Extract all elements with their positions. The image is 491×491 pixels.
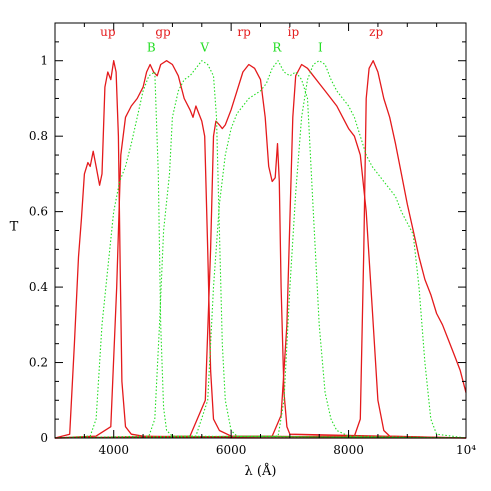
band-label-gp: gp	[155, 25, 171, 39]
y-tick-label: 0.2	[29, 356, 48, 370]
band-label-up: up	[100, 25, 116, 39]
x-axis-title: λ (Å)	[245, 463, 277, 479]
band-label-ip: ip	[288, 25, 300, 39]
curve-johnson-7	[54, 60, 467, 439]
curve-sdss-0	[54, 60, 466, 439]
ticks-layer: 4000 6000 8000 10⁴ 0 0.2 0.4 0.6 0.8 1	[29, 22, 476, 457]
x-tick-label: 10⁴	[456, 443, 476, 457]
y-tick-label: 1	[40, 54, 48, 68]
band-label-i: I	[318, 40, 323, 54]
band-label-rp: rp	[237, 25, 251, 39]
curve-sdss-2	[54, 63, 467, 439]
curve-sdss-1	[54, 60, 467, 439]
curve-johnson-8	[54, 60, 467, 439]
curve-sdss-3	[54, 63, 467, 439]
x-tick-label: 6000	[216, 443, 247, 457]
band-label-zp: zp	[369, 25, 383, 39]
y-axis-title: T	[10, 220, 19, 235]
x-tick-label: 8000	[333, 443, 364, 457]
band-label-v: V	[199, 40, 209, 54]
curves-layer	[54, 60, 467, 439]
y-tick-label: 0.4	[29, 280, 48, 294]
curve-johnson-6	[54, 60, 467, 439]
y-tick-label: 0.6	[29, 205, 48, 219]
band-label-r: R	[272, 40, 282, 54]
x-tick-label: 4000	[98, 443, 129, 457]
band-label-b: B	[147, 40, 156, 54]
curve-sdss-4	[54, 60, 467, 439]
y-tick-label: 0.8	[29, 129, 48, 143]
y-tick-label: 0	[40, 431, 48, 445]
curve-johnson-5	[54, 71, 467, 439]
band-labels-layer: up gp rp ip zp B V R I	[100, 25, 383, 54]
